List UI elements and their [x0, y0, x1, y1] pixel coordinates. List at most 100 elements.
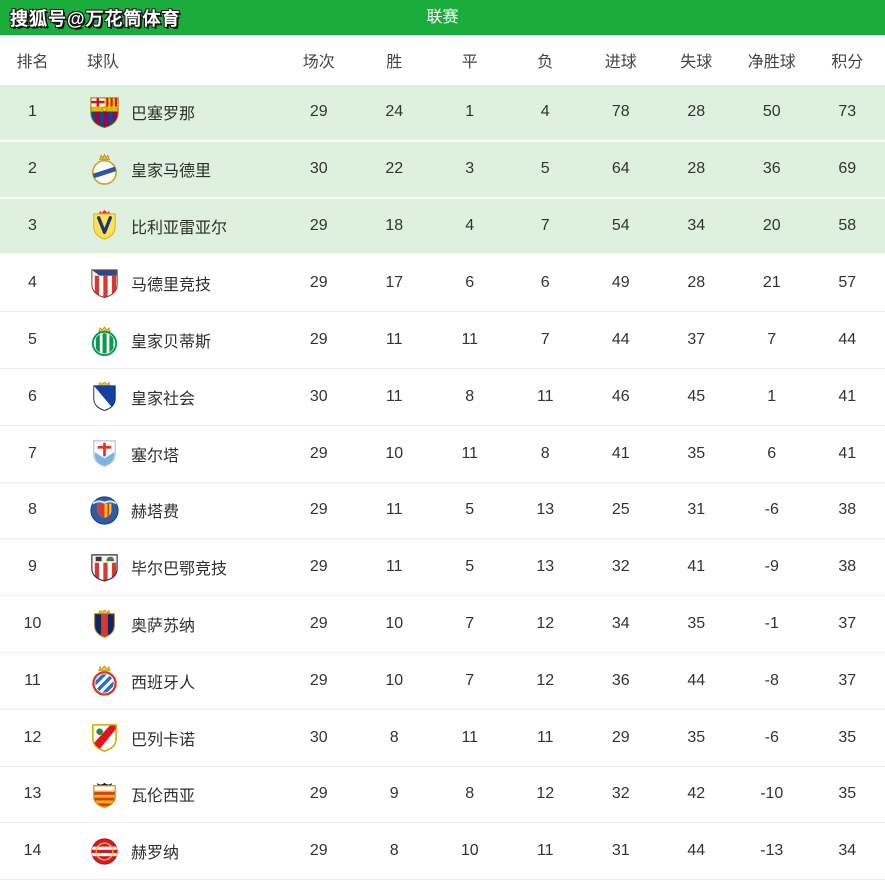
team-cell: 皇家马德里 — [65, 152, 281, 187]
goals-for-cell: 36 — [611, 671, 630, 689]
goal-diff-cell: -8 — [764, 671, 779, 689]
rank-cell: 8 — [28, 501, 37, 519]
played-cell: 29 — [309, 842, 328, 860]
goal-diff-cell: -13 — [760, 842, 784, 860]
table-row: 10 奥萨苏纳 29 10 7 12 34 35 -1 37 — [0, 596, 885, 653]
goal-diff-cell: 20 — [762, 216, 781, 234]
team-name: 比利亚雷亚尔 — [131, 219, 228, 237]
rank-cell: 2 — [28, 160, 37, 178]
table-row: 13 瓦伦西亚 29 9 8 12 32 42 -10 35 — [0, 766, 885, 824]
col-goal-difference: 净胜球 — [747, 54, 796, 71]
goals-against-cell: 44 — [687, 842, 706, 860]
table-row: 7 塞尔塔 29 10 11 8 41 35 6 41 — [0, 425, 885, 483]
table-row: 9 毕尔巴鄂竞技 29 11 5 13 32 41 -9 38 — [0, 539, 885, 597]
celta-logo-icon — [87, 436, 122, 471]
team-cell: 塞尔塔 — [65, 436, 281, 471]
goal-diff-cell: 36 — [762, 160, 781, 178]
played-cell: 29 — [309, 671, 328, 689]
points-cell: 41 — [838, 444, 857, 462]
villarreal-logo-icon — [87, 208, 122, 243]
goal-diff-cell: 6 — [767, 444, 777, 462]
drawn-cell: 10 — [460, 842, 479, 860]
points-cell: 37 — [838, 671, 857, 689]
played-cell: 30 — [309, 728, 328, 746]
atletico-logo-icon — [87, 266, 122, 301]
table-row: 14 赫罗纳 29 8 10 11 31 44 -13 34 — [0, 823, 885, 880]
team-name: 赫罗纳 — [131, 845, 180, 863]
lost-cell: 11 — [536, 728, 554, 746]
points-cell: 73 — [838, 103, 857, 121]
lost-cell: 12 — [536, 671, 555, 689]
goals-for-cell: 64 — [611, 160, 630, 178]
goals-for-cell: 49 — [611, 274, 630, 292]
team-name: 皇家马德里 — [131, 163, 212, 181]
won-cell: 11 — [385, 558, 403, 576]
played-cell: 30 — [309, 387, 328, 405]
drawn-cell: 11 — [461, 331, 479, 349]
team-cell: 皇家社会 — [65, 379, 281, 414]
won-cell: 18 — [385, 216, 404, 234]
goals-for-cell: 78 — [611, 103, 630, 121]
played-cell: 29 — [309, 615, 328, 633]
athletic-logo-icon — [87, 550, 122, 585]
won-cell: 10 — [385, 671, 404, 689]
goals-for-cell: 25 — [611, 501, 630, 519]
goals-against-cell: 35 — [687, 728, 706, 746]
team-cell: 比利亚雷亚尔 — [65, 208, 281, 243]
team-name: 塞尔塔 — [131, 447, 180, 465]
goals-against-cell: 42 — [687, 785, 706, 803]
goal-diff-cell: 7 — [767, 331, 777, 349]
goal-diff-cell: 21 — [762, 274, 781, 292]
rank-cell: 11 — [24, 671, 41, 689]
drawn-cell: 3 — [465, 160, 475, 178]
goals-for-cell: 46 — [611, 387, 630, 405]
lost-cell: 7 — [540, 216, 550, 234]
goals-against-cell: 37 — [687, 331, 706, 349]
played-cell: 29 — [309, 331, 328, 349]
table-row: 8 赫塔费 29 11 5 13 25 31 -6 38 — [0, 482, 885, 540]
won-cell: 10 — [385, 444, 404, 462]
rank-cell: 6 — [28, 387, 37, 405]
lost-cell: 4 — [540, 103, 550, 121]
col-rank: 排名 — [16, 54, 49, 71]
won-cell: 11 — [385, 501, 403, 519]
betis-logo-icon — [87, 323, 122, 358]
won-cell: 10 — [385, 615, 404, 633]
points-cell: 35 — [838, 728, 857, 746]
team-name: 瓦伦西亚 — [131, 788, 196, 806]
girona-logo-icon — [87, 834, 122, 869]
barcelona-logo-icon — [87, 95, 122, 130]
table-row: 3 比利亚雷亚尔 29 18 4 7 54 34 20 58 — [0, 198, 885, 256]
points-cell: 38 — [838, 558, 857, 576]
rank-cell: 3 — [28, 216, 37, 234]
getafe-logo-icon — [87, 493, 122, 528]
drawn-cell: 8 — [465, 387, 475, 405]
drawn-cell: 8 — [465, 785, 475, 803]
goals-for-cell: 41 — [611, 444, 630, 462]
won-cell: 11 — [385, 387, 403, 405]
sociedad-logo-icon — [87, 379, 122, 414]
team-cell: 西班牙人 — [65, 663, 281, 698]
lost-cell: 13 — [536, 501, 555, 519]
col-goals-against: 失球 — [680, 54, 713, 71]
goals-against-cell: 35 — [687, 615, 706, 633]
goals-against-cell: 28 — [687, 160, 706, 178]
col-points: 积分 — [831, 54, 864, 71]
goal-diff-cell: 1 — [767, 387, 777, 405]
won-cell: 8 — [389, 728, 399, 746]
drawn-cell: 7 — [465, 615, 475, 633]
tab-league[interactable]: 联赛 — [426, 9, 459, 26]
drawn-cell: 6 — [465, 274, 475, 292]
team-cell: 赫塔费 — [65, 493, 281, 528]
lost-cell: 6 — [540, 274, 550, 292]
table-row: 4 马德里竞技 29 17 6 6 49 28 21 57 — [0, 255, 885, 313]
col-lost: 负 — [537, 54, 554, 71]
rank-cell: 4 — [28, 274, 37, 292]
team-cell: 马德里竞技 — [65, 266, 281, 301]
rank-cell: 9 — [28, 558, 37, 576]
rayo-logo-icon — [87, 720, 122, 755]
watermark-text: 搜狐号@万花筒体育 — [10, 9, 181, 29]
points-cell: 44 — [838, 331, 857, 349]
goals-against-cell: 44 — [687, 671, 706, 689]
team-cell: 赫罗纳 — [65, 834, 281, 869]
